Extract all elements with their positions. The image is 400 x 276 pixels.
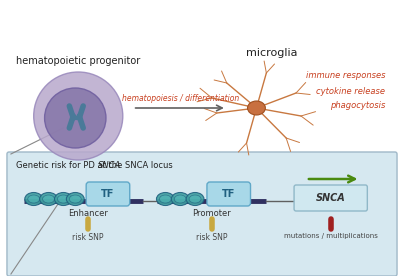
- Ellipse shape: [44, 88, 106, 148]
- Ellipse shape: [186, 192, 204, 206]
- Ellipse shape: [66, 192, 84, 206]
- Ellipse shape: [43, 195, 54, 203]
- FancyBboxPatch shape: [294, 185, 367, 211]
- Text: microglia: microglia: [246, 48, 297, 58]
- Text: TF: TF: [222, 189, 236, 199]
- Text: TF: TF: [101, 189, 115, 199]
- Text: cytokine release: cytokine release: [316, 86, 385, 95]
- Ellipse shape: [34, 72, 123, 160]
- Text: phagocytosis: phagocytosis: [330, 102, 385, 110]
- Text: mutations / multiplications: mutations / multiplications: [284, 233, 378, 239]
- Ellipse shape: [28, 195, 40, 203]
- Ellipse shape: [40, 192, 58, 206]
- Text: SNCA: SNCA: [98, 161, 121, 170]
- FancyBboxPatch shape: [86, 182, 130, 206]
- Text: hematopoiesis / differentiation: hematopoiesis / differentiation: [122, 94, 239, 103]
- Ellipse shape: [69, 195, 81, 203]
- Text: Genetic risk for PD at the SNCA locus: Genetic risk for PD at the SNCA locus: [16, 161, 173, 170]
- Ellipse shape: [54, 192, 72, 206]
- Ellipse shape: [25, 192, 43, 206]
- Text: SNCA: SNCA: [316, 193, 346, 203]
- Text: immune responses: immune responses: [306, 71, 385, 81]
- Ellipse shape: [248, 101, 265, 115]
- Ellipse shape: [58, 195, 69, 203]
- FancyBboxPatch shape: [7, 152, 397, 276]
- Ellipse shape: [174, 195, 186, 203]
- Text: Promoter: Promoter: [192, 209, 231, 218]
- FancyBboxPatch shape: [207, 182, 250, 206]
- Text: Enhancer: Enhancer: [68, 209, 108, 218]
- Ellipse shape: [171, 192, 189, 206]
- Ellipse shape: [156, 192, 174, 206]
- Ellipse shape: [189, 195, 201, 203]
- Ellipse shape: [160, 195, 171, 203]
- Text: risk SNP: risk SNP: [196, 233, 228, 242]
- Text: risk SNP: risk SNP: [72, 233, 104, 242]
- Text: hematopoietic progenitor: hematopoietic progenitor: [16, 56, 140, 66]
